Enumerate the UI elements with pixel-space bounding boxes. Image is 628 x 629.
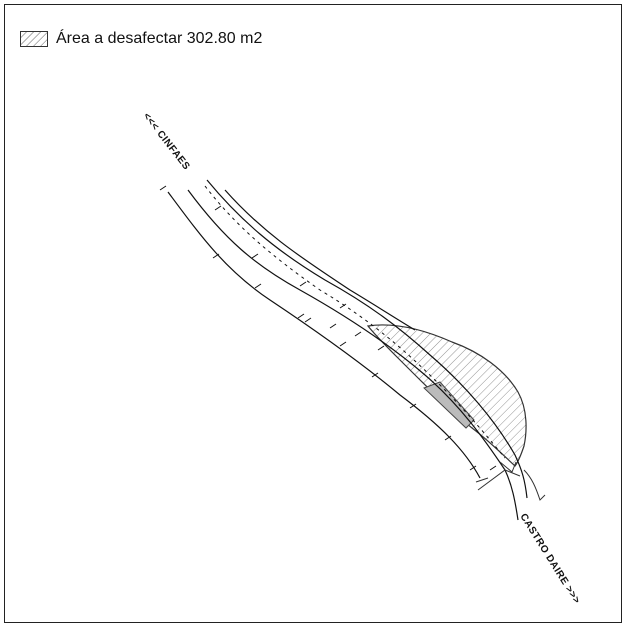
road-edge-outer-west — [167, 191, 481, 479]
hatched-area-legend-icon — [20, 31, 48, 47]
legend-label: Área a desafectar 302.80 m2 — [56, 30, 263, 47]
road-edge-outer-east — [224, 189, 416, 331]
edge-tick-marks — [159, 185, 497, 471]
map-frame — [4, 4, 622, 623]
legend: Área a desafectar 302.80 m2 — [20, 30, 262, 48]
road-edge-east — [206, 179, 528, 499]
road-label-castro-daire: CASTRO DAIRE >>> — [517, 512, 582, 606]
junction-detail — [475, 461, 546, 501]
road-centerline — [204, 185, 506, 459]
road-label-cinfaes: <<< CINFAES — [141, 111, 192, 172]
